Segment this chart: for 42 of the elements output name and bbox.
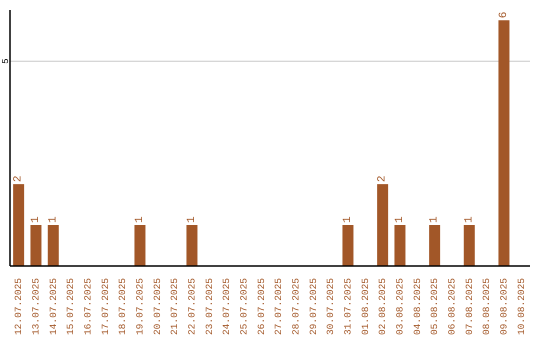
x-tick-label: 25.07.2025 <box>238 278 250 336</box>
data-label: 2 <box>12 175 25 182</box>
x-tick-label: 04.08.2025 <box>412 278 423 336</box>
data-label: 2 <box>376 175 389 182</box>
y-tick-label: 5 <box>1 58 11 64</box>
x-tick-label: 31.07.2025 <box>342 278 354 336</box>
x-tick-label: 05.08.2025 <box>429 278 440 336</box>
x-tick-label: 02.08.2025 <box>377 278 388 336</box>
x-tick-label: 20.07.2025 <box>152 278 163 336</box>
data-label: 1 <box>463 216 476 224</box>
x-tick-label: 12.07.2025 <box>13 278 24 336</box>
x-tick-label: 30.07.2025 <box>325 278 336 336</box>
x-tick-label: 26.07.2025 <box>256 278 267 336</box>
x-tick-label: 18.07.2025 <box>117 278 128 336</box>
data-label: 1 <box>428 216 441 224</box>
x-tick-label: 22.07.2025 <box>186 278 198 336</box>
x-tick-label: 27.07.2025 <box>273 278 284 336</box>
x-tick-label: 28.07.2025 <box>290 278 302 336</box>
x-tick-label: 06.08.2025 <box>446 278 458 336</box>
x-tick-label: 13.07.2025 <box>30 278 42 336</box>
x-tick-label: 16.07.2025 <box>82 278 94 336</box>
x-tick-label: 03.08.2025 <box>394 278 406 336</box>
x-tick-label: 07.08.2025 <box>464 278 475 336</box>
x-tick-label: 01.08.2025 <box>360 278 371 336</box>
data-label: 1 <box>342 216 354 224</box>
x-tick-label: 09.08.2025 <box>498 278 510 336</box>
x-tick-label: 23.07.2025 <box>204 278 215 336</box>
x-tick-label: 29.07.2025 <box>308 278 319 336</box>
data-label: 1 <box>186 216 198 224</box>
data-label: 1 <box>134 216 146 224</box>
x-tick-label: 17.07.2025 <box>100 278 111 336</box>
data-label: 6 <box>498 12 510 18</box>
x-tick-label: 21.07.2025 <box>169 278 180 336</box>
x-tick-label: 08.08.2025 <box>481 278 492 336</box>
data-label: 1 <box>394 216 406 224</box>
x-tick-label: 19.07.2025 <box>134 278 146 336</box>
data-label: 1 <box>30 216 42 224</box>
x-tick-label: 14.07.2025 <box>48 278 59 336</box>
x-tick-label: 10.08.2025 <box>516 278 527 336</box>
x-tick-label: 24.07.2025 <box>221 278 232 336</box>
data-label: 1 <box>47 216 60 224</box>
x-tick-label: 15.07.2025 <box>65 278 76 336</box>
